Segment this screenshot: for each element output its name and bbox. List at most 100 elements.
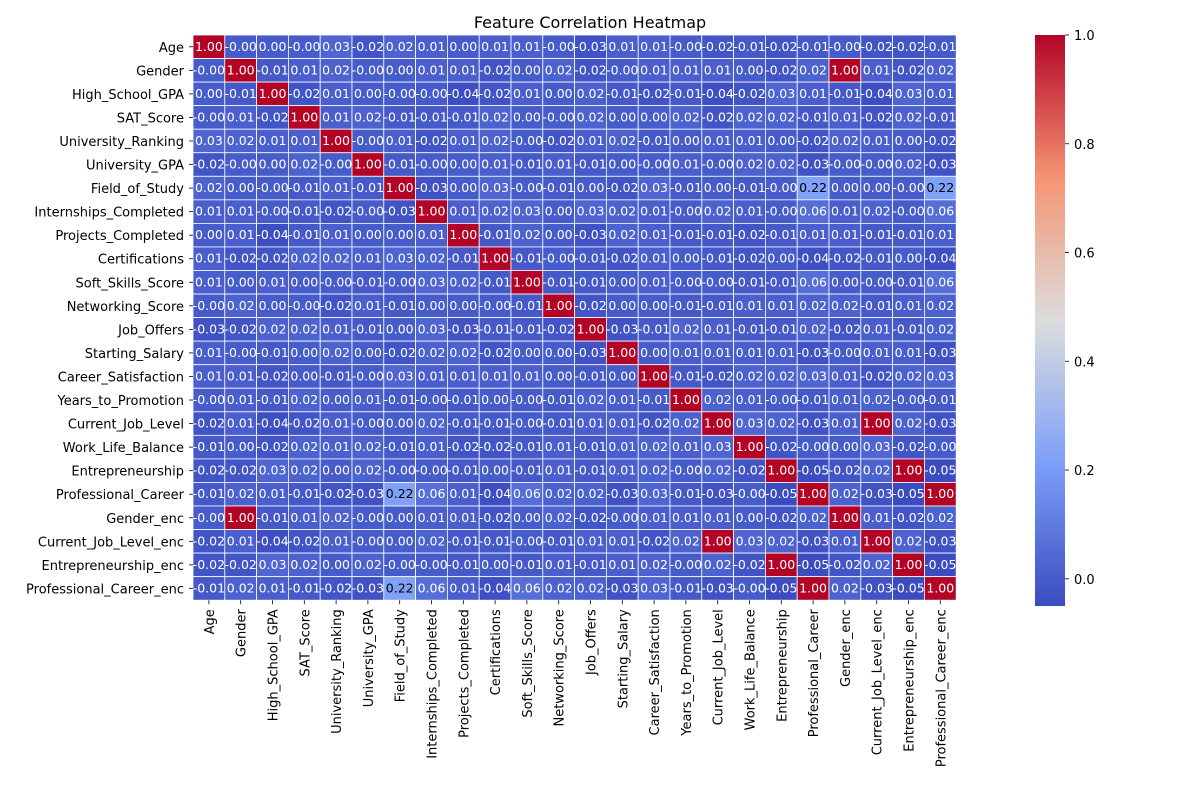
cell-value-label: 0.01 <box>704 345 732 360</box>
cell-value-label: -0.02 <box>924 133 956 148</box>
cell-value-label: -0.02 <box>606 251 638 266</box>
cell-value-label: 0.01 <box>354 298 382 313</box>
cell-value-label: 0.02 <box>290 321 318 336</box>
cell-value-label: -0.00 <box>225 345 257 360</box>
cell-value-label: 0.01 <box>513 368 541 383</box>
cell-value-label: 0.01 <box>672 157 700 172</box>
cell-value-label: -0.00 <box>415 557 447 572</box>
cell-value-label: 0.00 <box>386 321 414 336</box>
cell-value-label: -0.00 <box>384 274 416 289</box>
cell-value-label: -0.00 <box>415 157 447 172</box>
cell-value-label: 0.00 <box>449 157 477 172</box>
cell-value-label: -0.02 <box>574 62 606 77</box>
cell-value-label: 0.02 <box>640 463 668 478</box>
cell-value-label: 0.01 <box>640 39 668 54</box>
cell-value-label: 0.00 <box>259 298 287 313</box>
cell-value-label: 0.02 <box>863 463 891 478</box>
cell-value-label: 0.01 <box>672 345 700 360</box>
x-tick-label: Age <box>203 609 218 634</box>
cell-value-label: 0.00 <box>290 274 318 289</box>
cell-value-label: 0.01 <box>545 463 573 478</box>
cell-value-label: 0.01 <box>736 392 764 407</box>
cell-value-label: -0.00 <box>256 180 288 195</box>
colorbar-tick-label: 0.2 <box>1074 464 1095 479</box>
cell-value-label: -0.00 <box>765 392 797 407</box>
cell-value-label: 0.02 <box>767 533 795 548</box>
cell-value-label: 0.02 <box>290 439 318 454</box>
cell-value-label: -0.01 <box>256 345 288 360</box>
cell-value-label: -0.01 <box>511 557 543 572</box>
cell-value-label: 0.03 <box>259 557 287 572</box>
cell-value-label: 1.00 <box>290 109 318 124</box>
y-tick-label: Current_Job_Level_enc <box>38 535 184 550</box>
cell-value-label: -0.00 <box>511 180 543 195</box>
cell-value-label: -0.02 <box>892 439 924 454</box>
cell-value-label: 0.02 <box>831 133 859 148</box>
cell-value-label: 0.01 <box>449 580 477 595</box>
cell-value-label: -0.02 <box>765 439 797 454</box>
cell-value-label: 0.01 <box>863 133 891 148</box>
cell-value-label: 0.06 <box>926 274 954 289</box>
cell-value-label: -0.02 <box>765 39 797 54</box>
cell-value-label: 0.01 <box>640 510 668 525</box>
y-tick-label: Current_Job_Level <box>68 418 184 433</box>
cell-value-label: 0.02 <box>767 157 795 172</box>
y-tick-label: Entrepreneurship <box>71 465 184 480</box>
cell-value-label: -0.03 <box>606 321 638 336</box>
cell-value-label: -0.04 <box>924 251 956 266</box>
cell-value-label: -0.02 <box>256 251 288 266</box>
cell-value-label: 0.01 <box>831 227 859 242</box>
cell-value-label: 0.03 <box>863 439 891 454</box>
cell-value-label: -0.02 <box>384 345 416 360</box>
cell-value-label: -0.02 <box>479 345 511 360</box>
cell-value-label: -0.03 <box>924 345 956 360</box>
cell-value-label: 0.01 <box>736 204 764 219</box>
cell-value-label: -0.01 <box>543 392 575 407</box>
cell-value-label: 0.02 <box>290 557 318 572</box>
y-tick-label: Soft_Skills_Score <box>76 276 184 291</box>
cell-value-label: 0.01 <box>608 463 636 478</box>
cell-value-label: -0.00 <box>829 345 861 360</box>
cell-value-label: 0.01 <box>449 510 477 525</box>
cell-value-label: -0.00 <box>415 463 447 478</box>
cell-value-label: 1.00 <box>863 416 891 431</box>
cell-value-label: -0.01 <box>702 298 734 313</box>
cell-value-label: 0.01 <box>895 345 923 360</box>
cell-value-label: -0.02 <box>320 580 352 595</box>
cell-value-label: 0.01 <box>513 86 541 101</box>
cell-value-label: -0.01 <box>384 157 416 172</box>
cell-value-label: 0.00 <box>513 62 541 77</box>
cell-value-label: 0.00 <box>418 298 446 313</box>
y-tick-label: Years_to_Promotion <box>57 394 185 409</box>
cell-value-label: -0.02 <box>447 439 479 454</box>
cell-value-label: -0.01 <box>861 227 893 242</box>
x-tick-label: SAT_Score <box>298 609 313 676</box>
cell-value-label: 0.02 <box>354 557 382 572</box>
cell-value-label: 0.00 <box>831 180 859 195</box>
cell-value-label: 1.00 <box>799 580 827 595</box>
heatmap-cell-labels: 1.00 -0.00 0.00 -0.00 0.03 -0.02 0.02 0.01 0.00 0… <box>193 39 957 596</box>
cell-value-label: -0.00 <box>384 86 416 101</box>
x-tick-label: Internships_Completed <box>426 609 441 759</box>
cell-value-label: -0.02 <box>892 510 924 525</box>
cell-value-label: 0.01 <box>672 510 700 525</box>
cell-value-label: -0.00 <box>670 463 702 478</box>
cell-value-label: -0.01 <box>797 39 829 54</box>
cell-value-label: 0.01 <box>481 368 509 383</box>
cell-value-label: -0.01 <box>670 368 702 383</box>
cell-value-label: 0.02 <box>227 486 255 501</box>
cell-value-label: -0.01 <box>288 580 320 595</box>
cell-value-label: -0.01 <box>574 557 606 572</box>
cell-value-label: 1.00 <box>513 274 541 289</box>
cell-value-label: 0.01 <box>418 439 446 454</box>
cell-value-label: -0.00 <box>193 298 225 313</box>
cell-value-label: -0.01 <box>829 86 861 101</box>
cell-value-label: -0.02 <box>479 62 511 77</box>
cell-value-label: 1.00 <box>322 133 350 148</box>
cell-value-label: -0.01 <box>733 39 765 54</box>
cell-value-label: 0.03 <box>895 86 923 101</box>
cell-value-label: -0.01 <box>574 274 606 289</box>
y-tick-label: Gender_enc <box>106 512 184 527</box>
cell-value-label: -0.01 <box>670 298 702 313</box>
